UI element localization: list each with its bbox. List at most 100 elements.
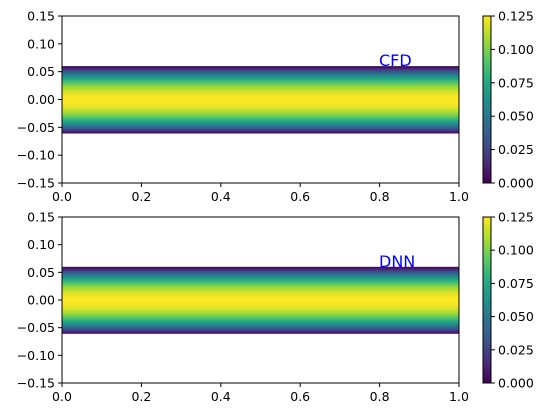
- field-band: [62, 316, 459, 319]
- x-tick-label: 0.6: [290, 189, 310, 204]
- field-band: [62, 66, 459, 68]
- field-band: [62, 111, 459, 114]
- field-band: [62, 96, 459, 98]
- field-band: [62, 106, 459, 108]
- x-tick-label: 0.8: [370, 189, 390, 204]
- field-band: [62, 76, 459, 78]
- colorbar-tick-label: 0.100: [498, 243, 534, 258]
- field-band: [62, 328, 459, 331]
- x-tick-label: 0.4: [211, 389, 231, 404]
- field-band: [62, 324, 459, 327]
- field-band: [62, 266, 459, 269]
- field-band: [62, 282, 459, 284]
- field-band: [62, 287, 459, 290]
- field-band: [62, 105, 459, 107]
- field-band: [62, 100, 459, 103]
- field-band: [62, 75, 459, 77]
- y-tick-label: 0.00: [27, 293, 55, 308]
- field-band: [62, 274, 459, 277]
- cfd-annotation: CFD: [379, 51, 412, 70]
- x-tick-label: 0.2: [131, 389, 151, 404]
- field-band: [62, 291, 459, 293]
- field-band: [62, 86, 459, 88]
- field-band: [62, 309, 459, 312]
- field-band: [62, 95, 459, 97]
- colorbar-tick-label: 0.125: [498, 210, 534, 225]
- field-band: [62, 83, 459, 86]
- field-band: [62, 117, 459, 120]
- field-band: [62, 119, 459, 122]
- field-band: [62, 78, 459, 81]
- field-band: [62, 128, 459, 131]
- y-tick-label: 0.15: [27, 210, 55, 225]
- field-band: [62, 102, 459, 105]
- colorbar-tick-label: 0.025: [498, 342, 534, 357]
- field-band: [62, 118, 459, 121]
- field-band: [62, 107, 459, 109]
- x-tick-label: 0.8: [370, 389, 390, 404]
- field-band: [62, 126, 459, 128]
- field-band: [62, 71, 459, 74]
- field-band: [62, 271, 459, 273]
- field-band: [62, 77, 459, 79]
- field-band: [62, 81, 459, 84]
- field-band: [62, 108, 459, 111]
- field-band: [62, 122, 459, 125]
- cfd-y-ticks: 0.15 0.10 0.05 0.00 −0.05 −0.10 −0.15: [17, 9, 62, 191]
- y-tick-label: −0.15: [17, 376, 55, 391]
- field-band: [62, 275, 459, 278]
- y-tick-label: −0.05: [17, 120, 55, 135]
- field-band: [62, 276, 459, 279]
- y-tick-label: −0.10: [17, 148, 55, 163]
- field-band: [62, 311, 459, 313]
- y-tick-label: −0.05: [17, 320, 55, 335]
- field-band: [62, 314, 459, 317]
- field-band: [62, 70, 459, 73]
- field-band: [62, 82, 459, 85]
- field-band: [62, 312, 459, 314]
- field-band: [62, 72, 459, 75]
- cfd-colorbar: [482, 15, 492, 184]
- field-band: [62, 322, 459, 324]
- field-band: [62, 68, 459, 71]
- field-band: [62, 127, 459, 130]
- field-band: [62, 318, 459, 321]
- field-band: [62, 115, 459, 117]
- field-band: [62, 272, 459, 275]
- field-band: [62, 283, 459, 286]
- field-band: [62, 300, 459, 302]
- field-band: [62, 80, 459, 83]
- field-band: [62, 301, 459, 303]
- field-band: [62, 308, 459, 311]
- field-band: [62, 101, 459, 104]
- x-tick-label: 1.0: [449, 189, 469, 204]
- field-band: [62, 302, 459, 304]
- field-band: [62, 329, 459, 332]
- y-tick-label: 0.05: [27, 265, 55, 280]
- cfd-colorbar-ticks: 0.000 0.025 0.050 0.075 0.100 0.125: [491, 9, 534, 191]
- field-band: [62, 285, 459, 288]
- field-band: [62, 304, 459, 307]
- field-band: [62, 284, 459, 287]
- field-band: [62, 295, 459, 298]
- colorbar-tick-label: 0.075: [498, 276, 534, 291]
- panel-dnn: 0.150.100.050.00−0.05−0.10−0.15 0.0 0.2 0.…: [17, 210, 534, 405]
- field-band: [62, 99, 459, 102]
- y-tick-label: 0.00: [27, 92, 55, 107]
- field-band: [62, 321, 459, 323]
- field-band: [62, 130, 459, 133]
- field-band: [62, 317, 459, 320]
- field-band: [62, 79, 459, 82]
- field-band: [62, 315, 459, 318]
- field-band: [62, 294, 459, 297]
- y-tick-label: −0.15: [17, 176, 55, 191]
- field-band: [62, 98, 459, 101]
- field-band: [62, 313, 459, 315]
- y-tick-label: 0.05: [27, 64, 55, 79]
- x-tick-label: 1.0: [449, 389, 469, 404]
- field-band: [62, 286, 459, 289]
- field-band: [62, 93, 459, 96]
- field-band: [62, 270, 459, 272]
- field-band: [62, 281, 459, 283]
